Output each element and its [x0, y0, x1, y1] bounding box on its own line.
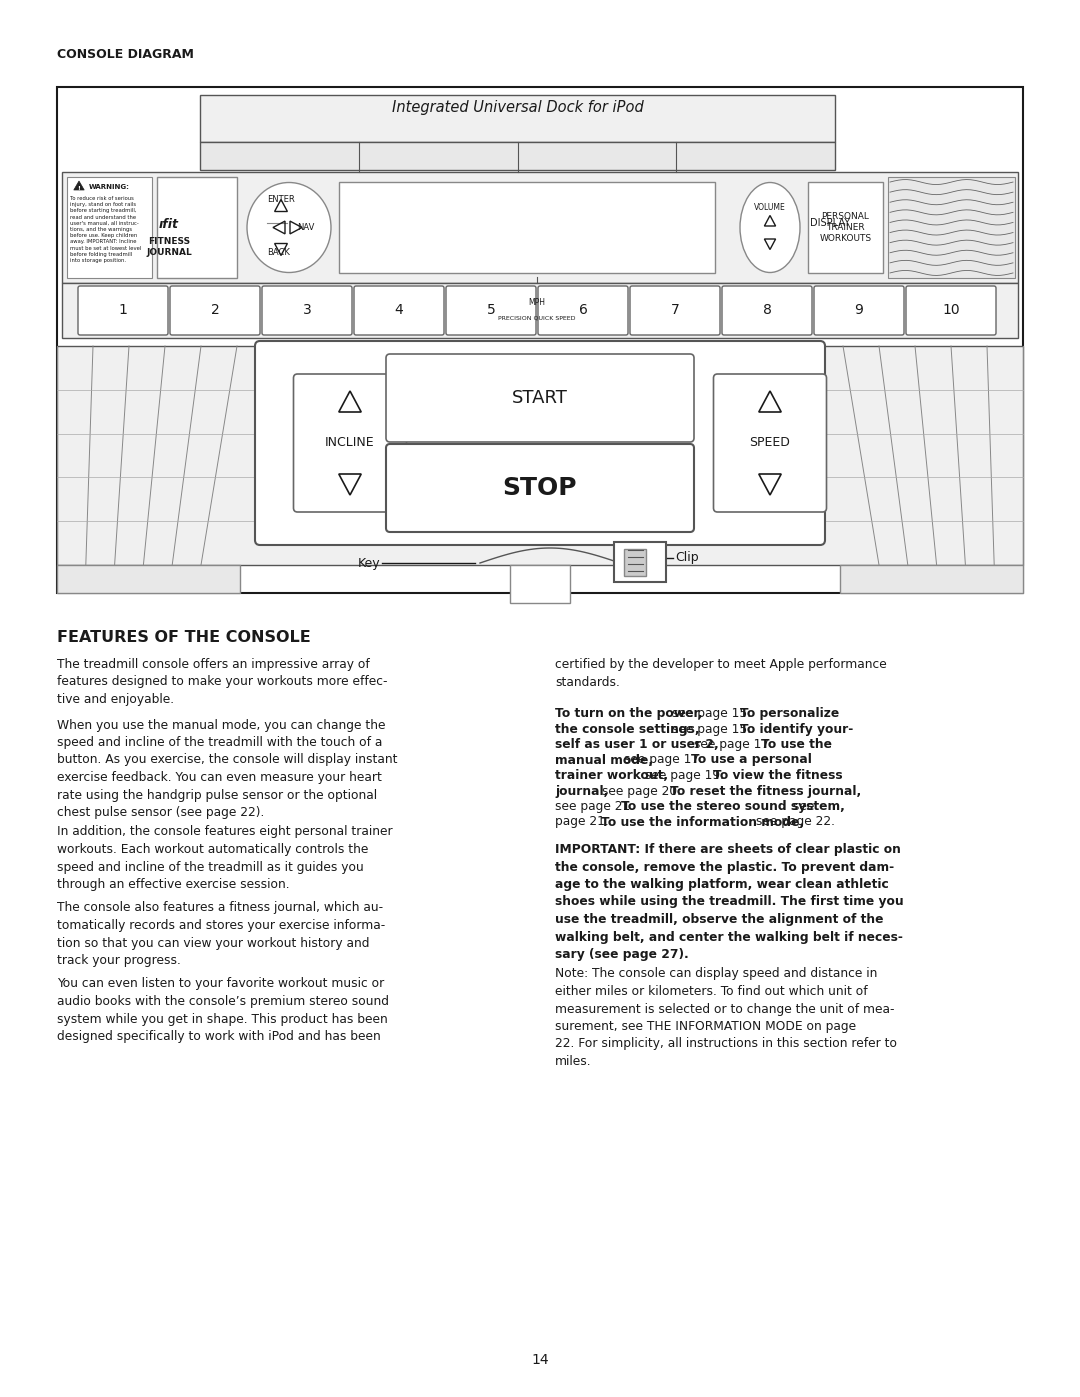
Text: Key: Key — [357, 556, 380, 570]
Text: To reduce risk of serious
injury, stand on foot rails
before starting treadmill,: To reduce risk of serious injury, stand … — [70, 196, 141, 263]
Text: In addition, the console features eight personal trainer
workouts. Each workout : In addition, the console features eight … — [57, 826, 393, 891]
Text: journal,: journal, — [555, 785, 608, 798]
Text: BACK: BACK — [267, 249, 289, 257]
Polygon shape — [157, 177, 237, 278]
Polygon shape — [200, 142, 835, 170]
FancyBboxPatch shape — [294, 374, 406, 511]
Text: PRECISION QUICK SPEED: PRECISION QUICK SPEED — [498, 316, 576, 321]
Text: see page 22.: see page 22. — [752, 816, 835, 828]
Text: The treadmill console offers an impressive array of
features designed to make yo: The treadmill console offers an impressi… — [57, 658, 388, 705]
Text: INCLINE: INCLINE — [325, 436, 375, 450]
Text: see page 15.: see page 15. — [669, 722, 755, 735]
Text: 10: 10 — [942, 303, 960, 317]
FancyBboxPatch shape — [255, 341, 825, 545]
Text: ENTER: ENTER — [267, 196, 295, 204]
Text: To use a personal: To use a personal — [691, 753, 812, 767]
FancyBboxPatch shape — [354, 286, 444, 335]
Text: To reset the fitness journal,: To reset the fitness journal, — [670, 785, 861, 798]
Text: To turn on the power,: To turn on the power, — [555, 707, 703, 719]
FancyBboxPatch shape — [78, 286, 168, 335]
Text: Clip: Clip — [675, 552, 699, 564]
FancyBboxPatch shape — [624, 549, 646, 576]
Text: CONSOLE DIAGRAM: CONSOLE DIAGRAM — [57, 47, 194, 61]
Text: To use the stereo sound system,: To use the stereo sound system, — [621, 800, 846, 813]
Text: see page 17.: see page 17. — [690, 738, 777, 752]
Text: PERSONAL
TRAINER
WORKOUTS: PERSONAL TRAINER WORKOUTS — [820, 212, 872, 243]
Polygon shape — [808, 182, 883, 272]
FancyBboxPatch shape — [723, 286, 812, 335]
Text: START: START — [512, 388, 568, 407]
Text: VOLUME: VOLUME — [754, 203, 786, 212]
Polygon shape — [62, 284, 1018, 338]
Text: STOP: STOP — [503, 476, 577, 500]
Text: To identify your-: To identify your- — [740, 722, 853, 735]
Text: see page 21.: see page 21. — [555, 800, 638, 813]
Text: FITNESS
JOURNAL: FITNESS JOURNAL — [146, 237, 192, 257]
FancyBboxPatch shape — [386, 353, 694, 441]
Text: 7: 7 — [671, 303, 679, 317]
Text: 5: 5 — [487, 303, 496, 317]
Text: You can even listen to your favorite workout music or
audio books with the conso: You can even listen to your favorite wor… — [57, 978, 389, 1044]
Polygon shape — [57, 87, 1023, 592]
Polygon shape — [57, 564, 240, 592]
Text: 14: 14 — [531, 1354, 549, 1368]
FancyBboxPatch shape — [446, 286, 536, 335]
Text: 9: 9 — [854, 303, 863, 317]
Text: The console also features a fitness journal, which au-
tomatically records and s: The console also features a fitness jour… — [57, 901, 386, 967]
FancyBboxPatch shape — [615, 542, 666, 583]
Text: DISPLAY: DISPLAY — [810, 218, 850, 228]
FancyBboxPatch shape — [714, 374, 826, 511]
Text: see page 19.: see page 19. — [642, 768, 728, 782]
Text: To view the fitness: To view the fitness — [713, 768, 842, 782]
Polygon shape — [62, 172, 1018, 284]
Polygon shape — [57, 346, 1023, 564]
Text: trainer workout,: trainer workout, — [555, 768, 669, 782]
Text: MPH: MPH — [528, 298, 545, 307]
Text: Note: The console can display speed and distance in
either miles or kilometers. : Note: The console can display speed and … — [555, 968, 897, 1067]
Ellipse shape — [740, 183, 800, 272]
Text: To use the information mode,: To use the information mode, — [600, 816, 804, 828]
Polygon shape — [510, 564, 570, 604]
Text: 8: 8 — [762, 303, 771, 317]
Text: To use the: To use the — [761, 738, 833, 752]
FancyBboxPatch shape — [386, 444, 694, 532]
Text: see: see — [788, 800, 814, 813]
Text: SPEED: SPEED — [750, 436, 791, 450]
Text: see page 15.: see page 15. — [669, 707, 755, 719]
Text: NAV: NAV — [297, 224, 314, 232]
Polygon shape — [339, 182, 715, 272]
Text: see page 17.: see page 17. — [620, 753, 706, 767]
Text: WARNING:: WARNING: — [89, 184, 130, 190]
Text: !: ! — [78, 186, 80, 190]
Text: To personalize: To personalize — [740, 707, 839, 719]
FancyBboxPatch shape — [630, 286, 720, 335]
Polygon shape — [200, 95, 835, 142]
Ellipse shape — [247, 183, 330, 272]
Text: FEATURES OF THE CONSOLE: FEATURES OF THE CONSOLE — [57, 630, 311, 645]
FancyBboxPatch shape — [906, 286, 996, 335]
Text: manual mode,: manual mode, — [555, 753, 653, 767]
Text: 4: 4 — [394, 303, 403, 317]
Text: When you use the manual mode, you can change the
speed and incline of the treadm: When you use the manual mode, you can ch… — [57, 718, 397, 819]
Text: page 21.: page 21. — [555, 816, 612, 828]
Text: the console settings,: the console settings, — [555, 722, 700, 735]
Text: see page 20.: see page 20. — [598, 785, 685, 798]
Text: Integrated Universal Dock for iPod: Integrated Universal Dock for iPod — [392, 101, 644, 115]
FancyBboxPatch shape — [170, 286, 260, 335]
Polygon shape — [67, 177, 152, 278]
Text: IMPORTANT: If there are sheets of clear plastic on
the console, remove the plast: IMPORTANT: If there are sheets of clear … — [555, 842, 904, 961]
Polygon shape — [888, 177, 1015, 278]
Polygon shape — [73, 182, 84, 190]
Text: 2: 2 — [211, 303, 219, 317]
Text: ıfit: ıfit — [159, 218, 179, 231]
Text: 6: 6 — [579, 303, 588, 317]
Text: certified by the developer to meet Apple performance
standards.: certified by the developer to meet Apple… — [555, 658, 887, 689]
Text: self as user 1 or user 2,: self as user 1 or user 2, — [555, 738, 719, 752]
Text: 3: 3 — [302, 303, 311, 317]
FancyBboxPatch shape — [538, 286, 627, 335]
FancyBboxPatch shape — [814, 286, 904, 335]
Text: 1: 1 — [119, 303, 127, 317]
Polygon shape — [840, 564, 1023, 592]
FancyBboxPatch shape — [262, 286, 352, 335]
